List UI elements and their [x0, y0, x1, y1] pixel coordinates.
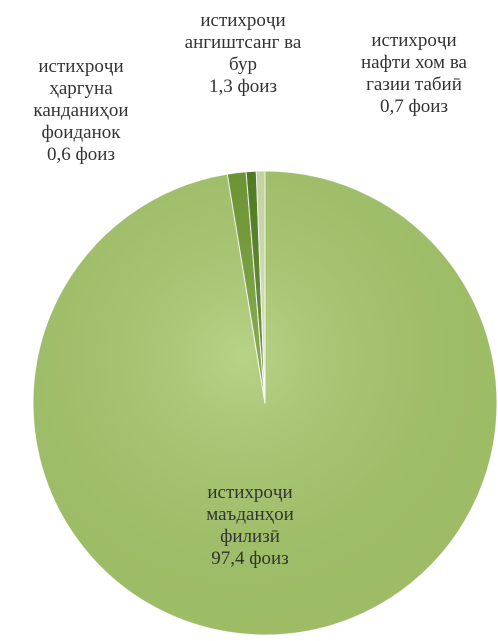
- slice-label-line: истихроҷи: [38, 56, 124, 77]
- slice-value-label: 0,6 фоиз: [47, 144, 115, 165]
- slice-label-line: истихроҷи: [200, 10, 286, 31]
- slice-label-line: ҳаргуна: [49, 78, 113, 99]
- slice-label-line: истихроҷи: [207, 482, 293, 503]
- slice-label-line: фоиданок: [41, 122, 121, 143]
- slice-label-line: филизӣ: [220, 526, 280, 547]
- slice-label-line: маъданҳои: [206, 504, 294, 525]
- slice-label-line: канданиҳои: [33, 100, 129, 121]
- slice-label-line: истихроҷи: [371, 30, 457, 51]
- slice-label-line: газии табиӣ: [366, 74, 462, 95]
- slice-label-line: бур: [229, 54, 257, 75]
- slice-value-label: 0,7 фоиз: [380, 96, 448, 117]
- slice-label-oil-gas: истихроҷи нафти хом ва газии табиӣ 0,7 ф…: [330, 30, 498, 118]
- slice-label-line: ангиштсанг ва: [184, 32, 302, 53]
- slice-value-label: 97,4 фоиз: [211, 548, 289, 569]
- slice-label-coal: истихроҷи ангиштсанг ва бур 1,3 фоиз: [158, 10, 328, 98]
- slice-label-line: нафти хом ва: [361, 52, 467, 73]
- slice-value-label: 1,3 фоиз: [209, 76, 277, 97]
- slice-label-other-minerals: истихроҷи ҳаргуна канданиҳои фоиданок 0,…: [0, 56, 162, 166]
- slice-label-metal-ores: истихроҷи маъданҳои филизӣ 97,4 фоиз: [160, 482, 340, 570]
